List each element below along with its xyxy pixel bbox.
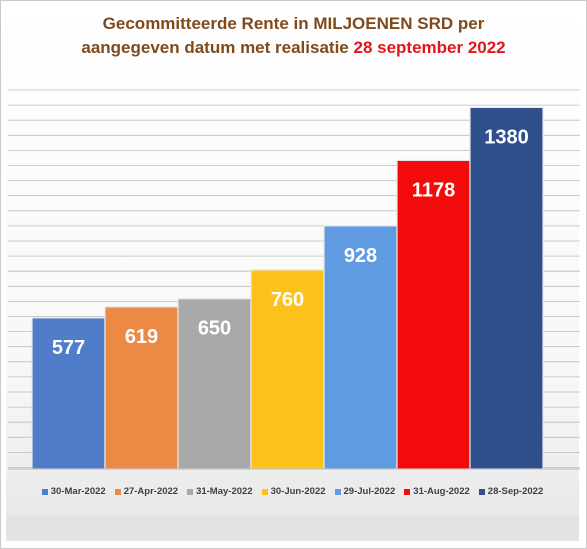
title-line-1: Gecommitteerde Rente in MILJOENEN SRD pe… <box>102 14 485 33</box>
title-line-2: aangegeven datum met realisatie 28 septe… <box>0 36 587 60</box>
data-label: 577 <box>52 337 85 359</box>
legend-swatch <box>404 488 411 495</box>
data-label: 1380 <box>484 126 529 148</box>
legend-label: 30-Mar-2022 <box>50 486 106 497</box>
data-label: 1178 <box>412 179 455 201</box>
legend-label: 31-Aug-2022 <box>413 486 470 497</box>
legend-swatch <box>41 488 48 495</box>
data-label: 650 <box>198 318 231 340</box>
chart-legend: 30-Mar-2022 27-Apr-2022 31-May-2022 30-Jun-… <box>6 486 579 497</box>
chart-title: Gecommitteerde Rente in MILJOENEN SRD pe… <box>0 12 587 60</box>
legend-item: 27-Apr-2022 <box>114 486 179 497</box>
legend-swatch <box>334 488 341 495</box>
legend-label: 30-Jun-2022 <box>270 486 326 497</box>
legend-item: 30-Jun-2022 <box>261 486 326 497</box>
data-label: 928 <box>344 245 377 267</box>
bar <box>396 159 471 470</box>
bar-group: 1380 <box>469 106 544 470</box>
legend-item: 31-Aug-2022 <box>404 486 470 497</box>
bar <box>250 269 325 470</box>
bottom-band <box>6 515 579 541</box>
bar-group: 928 <box>323 225 398 470</box>
legend-swatch <box>187 488 194 495</box>
data-label: 619 <box>125 326 158 348</box>
legend-label: 29-Jul-2022 <box>343 486 396 497</box>
legend-label: 31-May-2022 <box>196 486 253 497</box>
data-label: 760 <box>271 289 304 311</box>
bar-group: 1178 <box>396 159 471 470</box>
legend-swatch <box>114 488 121 495</box>
legend-swatch <box>478 488 485 495</box>
bar-group: 619 <box>104 306 179 470</box>
bar <box>469 106 544 470</box>
bar <box>31 317 106 470</box>
bar-group: 760 <box>250 269 325 470</box>
bar-group: 650 <box>177 298 252 470</box>
legend-item: 29-Jul-2022 <box>334 486 396 497</box>
title-highlight-date: 28 september 2022 <box>353 38 506 57</box>
legend-item: 30-Mar-2022 <box>41 486 106 497</box>
legend-label: 27-Apr-2022 <box>123 486 179 497</box>
legend-item: 28-Sep-2022 <box>478 486 544 497</box>
legend-label: 28-Sep-2022 <box>487 486 544 497</box>
title-line-2-text: aangegeven datum met realisatie <box>81 38 349 57</box>
bar-group: 577 <box>31 317 106 470</box>
legend-swatch <box>261 488 268 495</box>
bar <box>323 225 398 470</box>
legend-item: 31-May-2022 <box>187 486 253 497</box>
